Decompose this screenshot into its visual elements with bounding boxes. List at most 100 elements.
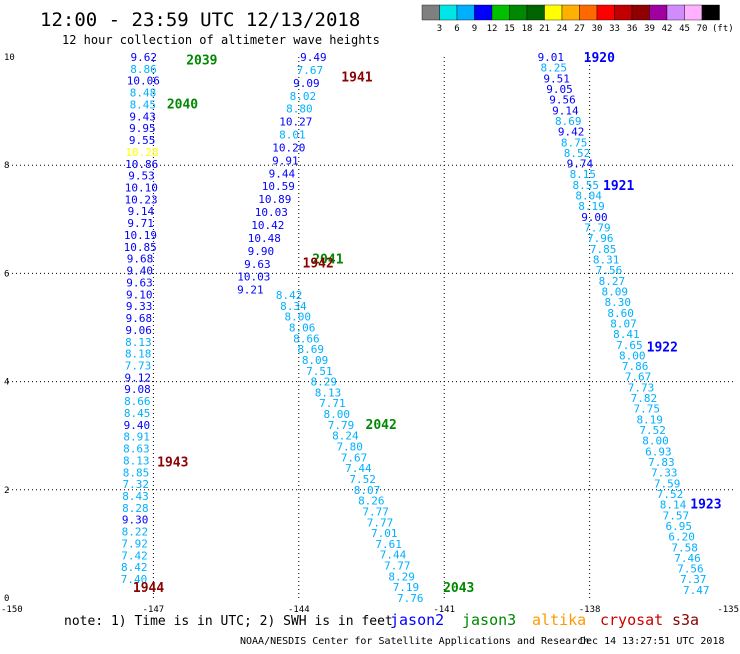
wave-height-label: 7.75 — [634, 403, 661, 416]
wave-height-label: 8.04 — [575, 190, 602, 203]
satellite-legend: jason2 jason3 altika cryosat s3a — [390, 611, 699, 629]
wave-height-label: 9.56 — [549, 94, 576, 107]
wave-height-label: 8.41 — [613, 328, 640, 341]
wave-height-label: 8.19 — [636, 413, 663, 426]
wave-height-label: 9.05 — [546, 83, 573, 96]
legend-item-cryosat: cryosat — [600, 611, 663, 629]
wave-height-label: 8.66 — [124, 395, 151, 408]
wave-height-label: 7.46 — [674, 552, 701, 565]
wave-height-label: 10.89 — [258, 193, 291, 206]
colorbar-swatch — [666, 4, 685, 21]
wave-height-label: 9.21 — [237, 284, 264, 297]
colorbar-label: 18 — [522, 24, 533, 34]
wave-height-label: 6.93 — [645, 445, 672, 458]
wave-height-label: 9.40 — [124, 419, 151, 432]
wave-height-label: 10.20 — [272, 141, 305, 154]
wave-height-label: 9.63 — [244, 258, 271, 271]
pass-time-label: 1922 — [647, 340, 678, 355]
wave-height-label: 7.52 — [657, 488, 684, 501]
pass-time-label: 1920 — [584, 51, 615, 66]
colorbar-label: 12 — [487, 24, 498, 34]
colorbar-swatch — [701, 4, 720, 21]
pass-time-label: 1943 — [157, 456, 188, 471]
wave-height-label: 9.33 — [126, 300, 153, 313]
wave-height-label: 10.10 — [125, 182, 158, 195]
wave-height-label: 7.42 — [121, 549, 148, 562]
colorbar-label: 9 — [472, 24, 477, 34]
wave-height-label: 10.85 — [124, 241, 157, 254]
wave-height-label: 10.06 — [127, 75, 160, 88]
legend-item-altika: altika — [532, 611, 586, 629]
wave-height-label: 7.76 — [397, 592, 424, 605]
chart-title: 12:00 - 23:59 UTC 12/13/2018 — [40, 9, 360, 31]
y-tick-label: 6 — [4, 269, 9, 279]
wave-height-label: 8.91 — [123, 431, 150, 444]
wave-height-label: 8.15 — [570, 168, 597, 181]
wave-height-label: 8.55 — [572, 179, 599, 192]
wave-height-label: 7.67 — [625, 371, 652, 384]
wave-height-label: 7.67 — [297, 64, 324, 77]
wave-height-label: 8.27 — [599, 275, 626, 288]
wave-height-label: 9.09 — [293, 77, 320, 90]
wave-height-label: 9.00 — [581, 211, 608, 224]
wave-height-label: 7.71 — [319, 397, 346, 410]
wave-height-label: 7.01 — [371, 527, 398, 540]
wave-height-label: 8.00 — [619, 349, 646, 362]
wave-height-label: 7.77 — [384, 560, 411, 573]
wave-height-label: 6.95 — [666, 520, 693, 533]
wave-height-label: 7.56 — [677, 563, 704, 576]
wave-height-label: 7.65 — [616, 339, 643, 352]
colorbar-swatch — [631, 4, 650, 21]
wave-height-label: 9.71 — [127, 217, 154, 230]
wave-height-label: 7.77 — [367, 516, 394, 529]
wave-height-label: 9.14 — [552, 104, 579, 117]
wave-height-label: 7.67 — [341, 451, 368, 464]
wave-height-label: 8.63 — [123, 443, 150, 456]
wave-height-label: 10.59 — [262, 180, 295, 193]
pass-time-label: 1942 — [303, 257, 334, 272]
colorbar-label: 6 — [454, 24, 459, 34]
wave-height-label: 8.07 — [354, 484, 381, 497]
wave-height-label: 8.29 — [310, 376, 337, 389]
wave-height-label: 8.13 — [315, 386, 342, 399]
wave-height-label: 9.30 — [122, 514, 149, 527]
wave-height-label: 7.77 — [362, 505, 389, 518]
colorbar-swatch — [439, 4, 458, 21]
wave-height-label: 8.19 — [578, 200, 605, 213]
wave-height-label: 8.66 — [293, 332, 320, 345]
pass-time-label: 2040 — [167, 98, 198, 113]
wave-height-label: 7.40 — [121, 573, 148, 586]
wave-height-label: 7.44 — [345, 462, 372, 475]
x-tick-label: -138 — [579, 605, 601, 615]
wave-height-label: 6.20 — [668, 531, 695, 544]
wave-height-label: 8.85 — [123, 466, 150, 479]
wave-height-label: 7.80 — [336, 441, 363, 454]
colorbar-label: 27 — [574, 24, 585, 34]
wave-height-label: 9.12 — [125, 371, 152, 384]
wave-height-label: 7.58 — [671, 541, 698, 554]
wave-height-label: 7.73 — [125, 359, 152, 372]
pass-time-label: 2041 — [312, 252, 343, 267]
colorbar-label: 39 — [644, 24, 655, 34]
wave-height-label: 8.69 — [555, 115, 582, 128]
wave-height-label: 9.62 — [130, 51, 157, 64]
wave-height-label: 8.00 — [642, 435, 669, 448]
y-tick-label: 2 — [4, 486, 9, 496]
wave-height-label: 8.42 — [121, 561, 148, 574]
wave-height-label: 7.73 — [628, 381, 655, 394]
colorbar-label: 70 — [697, 24, 708, 34]
colorbar-swatch — [614, 4, 633, 21]
wave-height-label: 9.55 — [129, 134, 156, 147]
wave-height-label: 10.03 — [255, 206, 288, 219]
y-tick-label: 4 — [4, 378, 9, 388]
wave-height-label: 8.00 — [285, 311, 312, 324]
y-tick-label: 10 — [4, 53, 15, 63]
colorbar-swatch — [579, 4, 598, 21]
wave-height-label: 9.68 — [126, 312, 153, 325]
wave-height-label: 10.19 — [124, 229, 157, 242]
colorbar-label: 3 — [437, 24, 442, 34]
legend-item-jason2: jason2 — [390, 611, 444, 629]
wave-height-label: 7.51 — [306, 365, 333, 378]
colorbar-label: 30 — [592, 24, 603, 34]
